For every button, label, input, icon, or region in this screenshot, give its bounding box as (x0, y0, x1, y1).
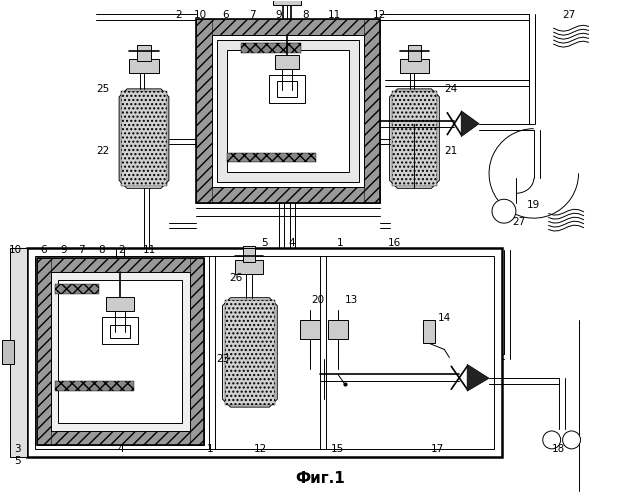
Bar (102, 317, 138, 345)
Polygon shape (119, 89, 169, 188)
Bar (51, 272, 189, 431)
Bar (408, 45, 421, 61)
Bar (269, 75, 305, 103)
Bar (196, 19, 380, 203)
Text: 19: 19 (527, 200, 540, 210)
Text: 8: 8 (302, 10, 308, 20)
Text: 4: 4 (289, 238, 296, 248)
Text: 9: 9 (60, 245, 67, 255)
Text: 23: 23 (216, 354, 229, 364)
Text: 10: 10 (194, 10, 207, 20)
Text: 15: 15 (332, 444, 344, 454)
Text: 7: 7 (78, 245, 84, 255)
Text: 27: 27 (562, 10, 575, 20)
Bar (196, 187, 380, 203)
Bar (300, 319, 320, 340)
Text: 22: 22 (97, 145, 110, 156)
Bar (241, 43, 301, 53)
Bar (196, 19, 380, 35)
Text: 17: 17 (431, 444, 444, 454)
Bar (35, 256, 494, 449)
Bar (110, 324, 130, 339)
Text: 9: 9 (275, 10, 282, 20)
Circle shape (492, 199, 516, 223)
Bar (196, 19, 212, 203)
Text: 2: 2 (118, 245, 124, 255)
Bar (10, 248, 27, 457)
Text: 8: 8 (98, 245, 104, 255)
Bar (277, 81, 297, 97)
Text: 16: 16 (388, 238, 401, 248)
Text: 2: 2 (175, 10, 182, 20)
Bar (227, 152, 316, 163)
Bar (212, 35, 364, 187)
Text: 14: 14 (438, 313, 451, 322)
Bar (225, 300, 275, 405)
Bar (58, 280, 182, 423)
Bar (392, 91, 437, 186)
Bar (275, 55, 299, 69)
Bar (328, 319, 348, 340)
Bar (243, 246, 255, 262)
Circle shape (563, 431, 580, 449)
Text: 6: 6 (40, 245, 47, 255)
Bar (236, 260, 263, 274)
Text: 11: 11 (328, 10, 342, 20)
Text: 21: 21 (445, 145, 458, 156)
Text: 12: 12 (373, 10, 387, 20)
Text: 27: 27 (512, 217, 525, 227)
Bar (121, 91, 167, 186)
Text: 3: 3 (15, 444, 21, 454)
Bar (36, 431, 204, 445)
Text: 24: 24 (445, 84, 458, 94)
Polygon shape (223, 298, 277, 407)
Bar (364, 19, 380, 203)
Bar (424, 319, 435, 344)
Bar (227, 50, 349, 173)
Bar (36, 258, 204, 445)
Bar (129, 59, 159, 73)
Circle shape (543, 431, 561, 449)
Bar (189, 258, 204, 445)
Bar (137, 45, 151, 61)
Text: 10: 10 (9, 245, 22, 255)
Bar (216, 40, 359, 182)
Text: Фиг.1: Фиг.1 (295, 471, 345, 486)
Text: 18: 18 (552, 444, 565, 454)
Text: 26: 26 (229, 273, 242, 283)
Bar (399, 59, 429, 73)
Bar (36, 258, 204, 272)
Text: 5: 5 (15, 456, 21, 466)
Text: 1: 1 (207, 444, 214, 454)
Text: 25: 25 (97, 84, 110, 94)
Bar (2, 341, 13, 364)
Polygon shape (467, 364, 489, 391)
Text: 13: 13 (345, 295, 358, 305)
Polygon shape (461, 111, 479, 137)
Text: 1: 1 (337, 238, 343, 248)
Bar (106, 297, 134, 311)
Text: 12: 12 (253, 444, 267, 454)
Text: 5: 5 (261, 238, 268, 248)
Text: 7: 7 (249, 10, 256, 20)
Text: 20: 20 (312, 295, 324, 305)
Bar (27, 248, 502, 457)
Bar (273, 0, 301, 5)
Bar (36, 258, 51, 445)
Polygon shape (390, 89, 439, 188)
Text: 11: 11 (142, 245, 156, 255)
Bar (54, 381, 134, 391)
Text: 4: 4 (118, 444, 124, 454)
Bar (54, 284, 99, 294)
Text: 6: 6 (222, 10, 229, 20)
